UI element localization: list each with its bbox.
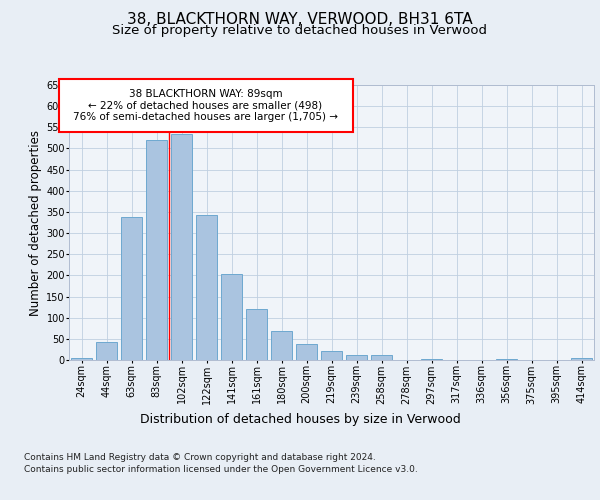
Bar xyxy=(96,342,117,360)
Bar xyxy=(121,217,142,360)
Text: Contains public sector information licensed under the Open Government Licence v3: Contains public sector information licen… xyxy=(24,465,418,474)
Bar xyxy=(246,309,267,360)
Text: Contains HM Land Registry data © Crown copyright and database right 2024.: Contains HM Land Registry data © Crown c… xyxy=(24,452,376,462)
FancyBboxPatch shape xyxy=(59,80,353,132)
Bar xyxy=(271,331,292,360)
Bar xyxy=(371,355,392,360)
Text: Size of property relative to detached houses in Verwood: Size of property relative to detached ho… xyxy=(113,24,487,37)
Bar xyxy=(496,358,517,360)
Bar xyxy=(221,274,242,360)
Text: 38, BLACKTHORN WAY, VERWOOD, BH31 6TA: 38, BLACKTHORN WAY, VERWOOD, BH31 6TA xyxy=(127,12,473,28)
Bar xyxy=(146,140,167,360)
Bar xyxy=(171,134,192,360)
Bar xyxy=(346,356,367,360)
Bar xyxy=(421,359,442,360)
Bar xyxy=(296,344,317,360)
Y-axis label: Number of detached properties: Number of detached properties xyxy=(29,130,42,316)
Bar xyxy=(571,358,592,360)
Bar xyxy=(321,350,342,360)
Text: Distribution of detached houses by size in Verwood: Distribution of detached houses by size … xyxy=(140,412,460,426)
Text: 38 BLACKTHORN WAY: 89sqm
← 22% of detached houses are smaller (498)
76% of semi-: 38 BLACKTHORN WAY: 89sqm ← 22% of detach… xyxy=(73,89,338,122)
Bar xyxy=(196,215,217,360)
Bar xyxy=(71,358,92,360)
